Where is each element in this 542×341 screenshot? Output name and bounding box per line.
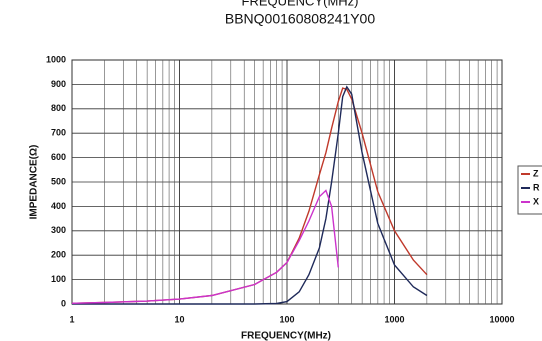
y-tick-label: 600 xyxy=(51,152,66,162)
y-tick-label: 200 xyxy=(51,250,66,260)
y-axis-label: IMPEDANCE(Ω) xyxy=(29,145,40,220)
y-tick-label: 0 xyxy=(61,298,66,308)
x-tick-label: 1000 xyxy=(384,314,404,324)
legend-label: Z xyxy=(533,168,539,178)
y-tick-label: 500 xyxy=(51,176,66,186)
y-tick-label: 800 xyxy=(51,103,66,113)
series-line xyxy=(72,85,428,305)
series-line xyxy=(71,189,339,304)
chart-title: BBNQ00160808241Y00 xyxy=(225,11,375,27)
x-tick-label: 10 xyxy=(174,314,184,324)
y-tick-label: 400 xyxy=(51,201,66,211)
y-tick-label: 1000 xyxy=(46,54,66,64)
legend-label: R xyxy=(533,182,540,192)
top-caption: FREQUENCY(MHz) xyxy=(242,0,359,8)
x-tick-label: 100 xyxy=(279,314,294,324)
legend-label: X xyxy=(533,196,539,206)
y-tick-label: 700 xyxy=(51,128,66,138)
x-axis-label: FREQUENCY(MHz) xyxy=(241,331,331,341)
y-tick-label: 900 xyxy=(51,79,66,89)
x-tick-label: 10000 xyxy=(489,314,514,324)
y-tick-label: 300 xyxy=(51,225,66,235)
x-tick-label: 1 xyxy=(69,314,74,324)
y-tick-label: 100 xyxy=(51,274,66,284)
